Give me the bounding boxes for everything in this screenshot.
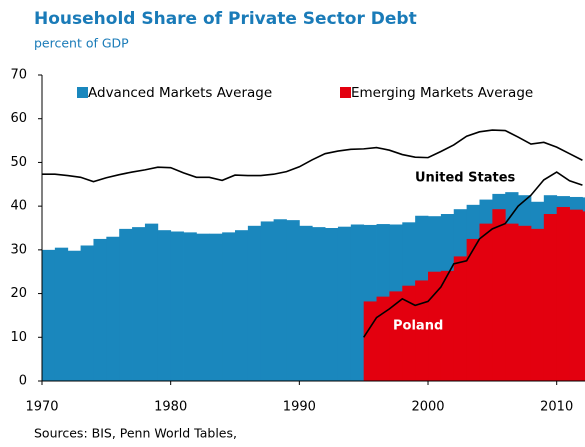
area-step — [312, 227, 326, 381]
area-step — [556, 207, 570, 381]
area-step — [273, 219, 287, 381]
area-step — [235, 230, 249, 381]
y-tick-label: 40 — [10, 199, 27, 214]
area-step — [350, 224, 365, 381]
area-step — [337, 226, 352, 381]
y-tick-label: 70 — [10, 68, 27, 83]
area-step — [222, 232, 236, 381]
series-line — [42, 129, 583, 183]
area-step — [209, 233, 223, 381]
series-label: United States — [415, 171, 516, 186]
area-step — [67, 250, 82, 381]
x-tick-label: 2000 — [411, 400, 444, 415]
area-step — [80, 245, 94, 381]
series-line — [363, 171, 583, 338]
area-step — [183, 232, 197, 381]
area-step — [196, 233, 210, 381]
y-tick-label: 0 — [19, 374, 27, 389]
x-tick-label: 2010 — [540, 400, 573, 415]
y-tick-label: 10 — [10, 330, 27, 345]
x-tick-label: 1990 — [283, 400, 316, 415]
area-step — [376, 296, 390, 381]
area-step — [492, 209, 506, 381]
area-step — [389, 291, 403, 381]
area-step — [260, 221, 275, 381]
area-step — [440, 270, 455, 381]
chart-subtitle: percent of GDP — [34, 36, 129, 51]
y-tick-label: 60 — [10, 111, 27, 126]
area-step — [93, 238, 107, 381]
area-step — [247, 225, 262, 381]
area-step — [325, 228, 339, 381]
area-step — [518, 225, 532, 381]
chart-title: Household Share of Private Sector Debt — [34, 9, 417, 29]
legend-label: Advanced Markets Average — [88, 85, 272, 101]
y-tick-label: 50 — [10, 155, 27, 170]
legend-swatch — [77, 87, 88, 98]
plot-area: United States Poland 0 10 20 30 40 50 60 70 1970 19… — [10, 68, 585, 415]
legend-label: Emerging Markets Average — [351, 85, 533, 101]
area-step — [363, 301, 377, 381]
area-step — [119, 228, 133, 381]
series-label: Poland — [393, 319, 443, 334]
source-note: Sources: BIS, Penn World Tables, — [34, 426, 237, 441]
area-step — [505, 223, 519, 381]
area-step — [132, 227, 146, 381]
area-step — [466, 238, 480, 381]
area-step — [286, 220, 300, 381]
area-step — [157, 230, 172, 381]
area-step — [415, 280, 429, 381]
area-step — [170, 231, 184, 381]
area-step — [479, 223, 493, 381]
area-step — [144, 223, 159, 381]
area-step — [582, 211, 585, 381]
area-step — [428, 271, 442, 381]
area-step — [42, 249, 56, 381]
area-step — [543, 214, 558, 381]
x-tick-label: 1980 — [154, 400, 187, 415]
area-step — [402, 285, 416, 381]
area-step — [530, 228, 545, 381]
area-step — [54, 247, 69, 381]
y-tick-label: 20 — [10, 286, 27, 301]
legend-swatch — [340, 87, 351, 98]
y-tick-label: 30 — [10, 242, 27, 257]
area-step — [453, 256, 468, 381]
area-step — [299, 225, 313, 381]
area-step — [569, 209, 583, 381]
x-tick-label: 1970 — [25, 400, 58, 415]
area-step — [106, 236, 120, 381]
